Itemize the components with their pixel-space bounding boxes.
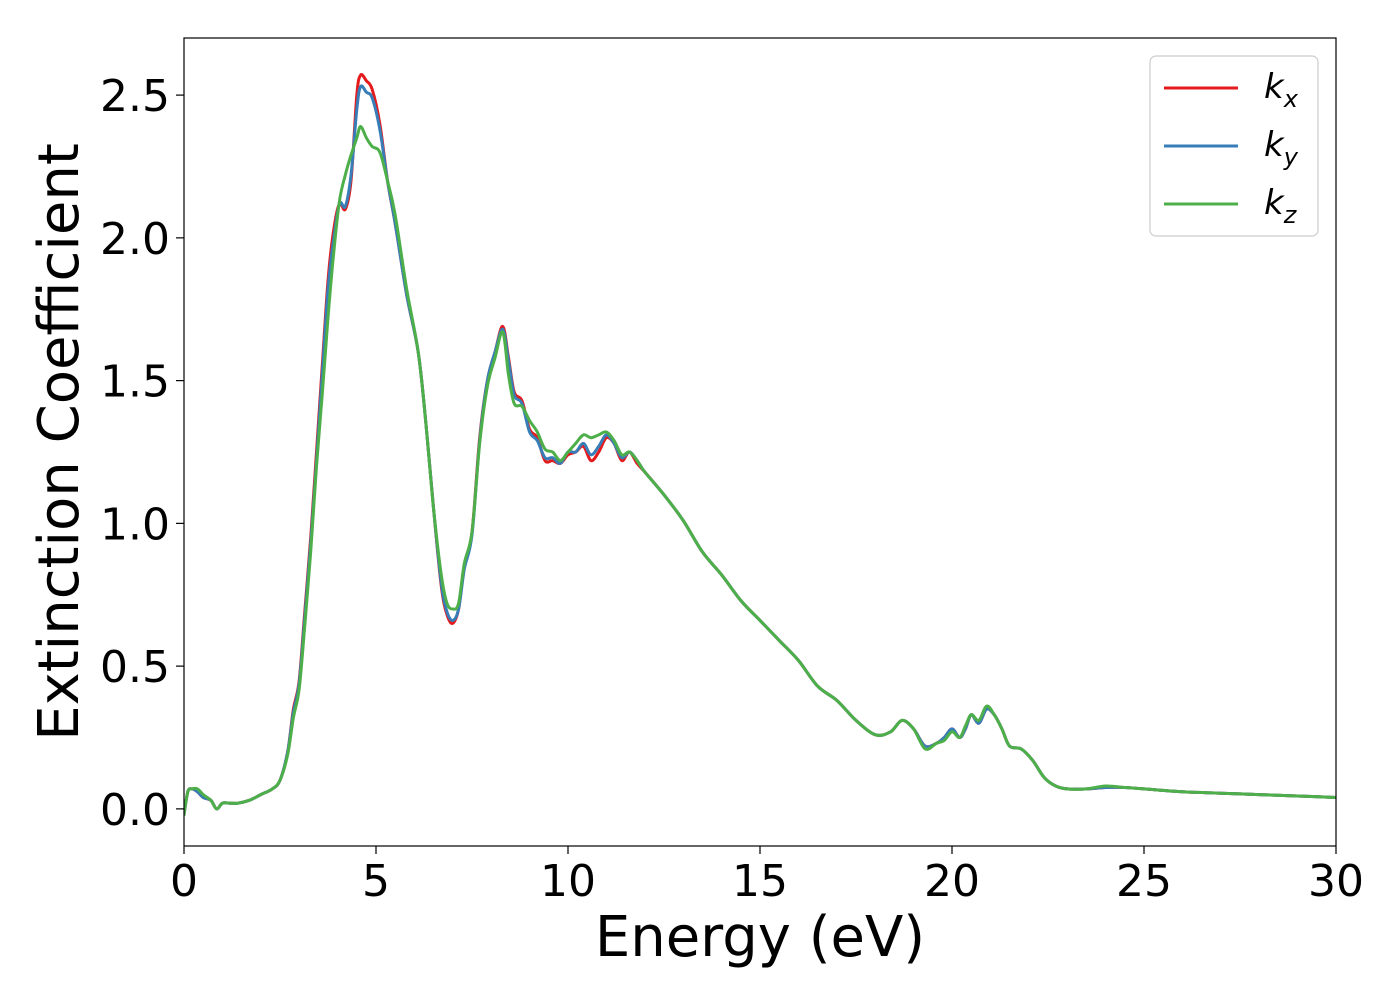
y-axis-ticks: 0.0 0.5 1.0 1.5 2.0 2.5 (100, 71, 184, 836)
x-tick-label: 30 (1308, 856, 1364, 907)
x-tick-label: 25 (1116, 856, 1172, 907)
x-tick-label: 5 (362, 856, 390, 907)
x-tick-label: 0 (170, 856, 198, 907)
x-tick-label: 15 (732, 856, 788, 907)
y-tick-label: 0.0 (100, 785, 170, 836)
y-tick-label: 1.5 (100, 357, 170, 408)
y-tick-label: 0.5 (100, 642, 170, 693)
series-layer (184, 73, 1336, 817)
x-axis-ticks: 0 5 10 15 20 25 30 (170, 846, 1364, 907)
y-axis-title: Extinction Coefficient (27, 143, 92, 741)
x-axis-title: Energy (eV) (595, 905, 925, 970)
series-line-kz (184, 125, 1336, 817)
y-tick-label: 1.0 (100, 499, 170, 550)
y-tick-label: 2.5 (100, 71, 170, 122)
y-tick-label: 2.0 (100, 214, 170, 265)
x-tick-label: 20 (924, 856, 980, 907)
x-tick-label: 10 (540, 856, 596, 907)
